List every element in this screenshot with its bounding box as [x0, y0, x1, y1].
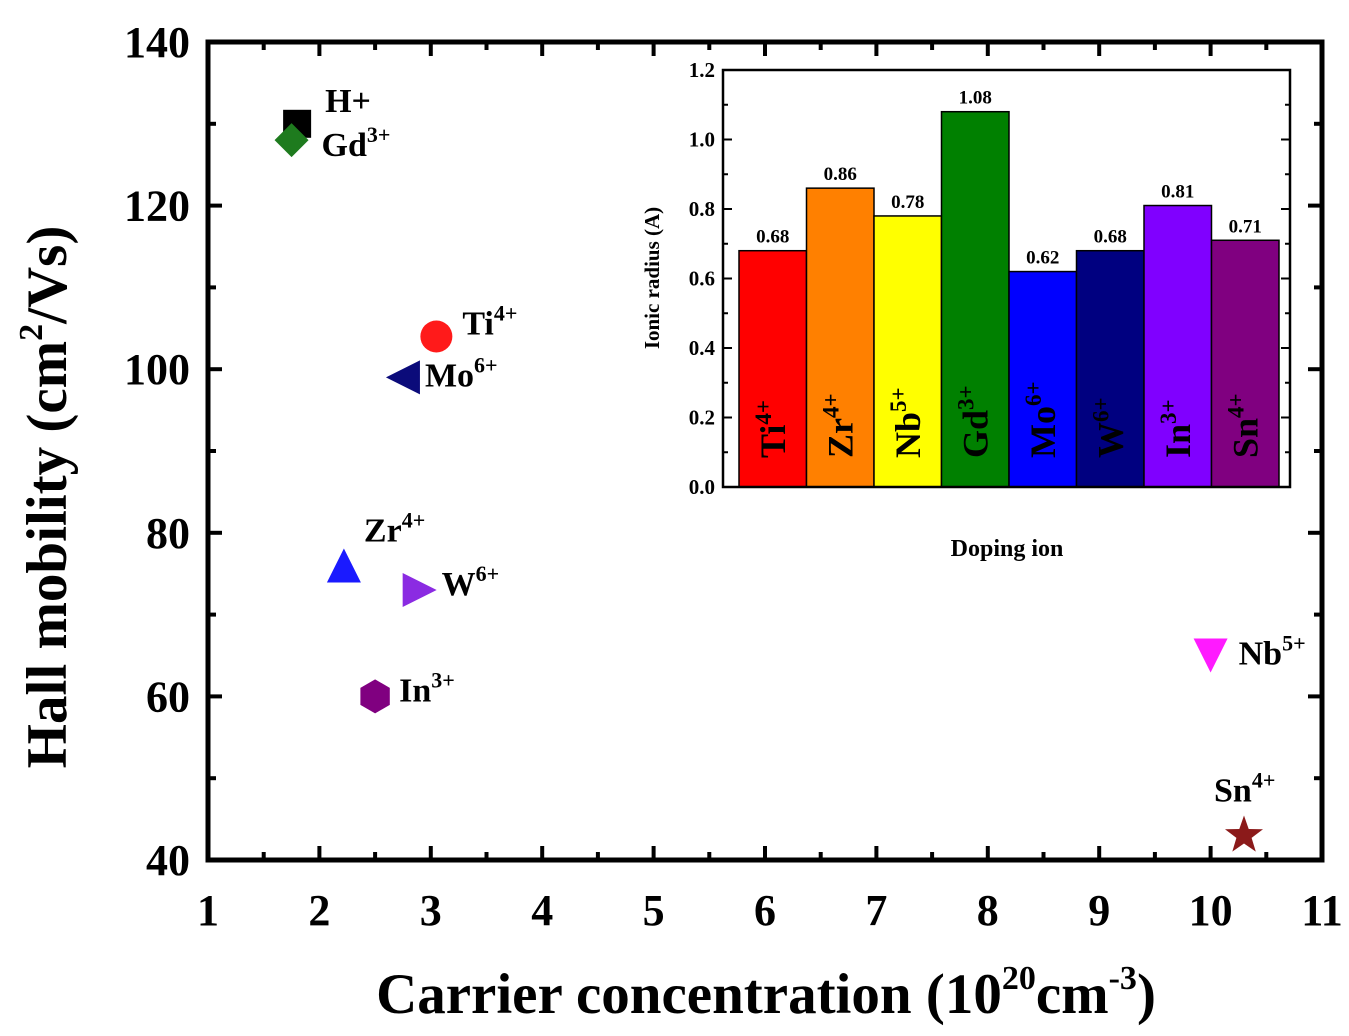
bar-nb [873, 215, 943, 488]
y-tick-label: 100 [124, 345, 190, 394]
main-y-axis-label: Hall mobility (cm2/Vs) [13, 226, 79, 769]
point-label: H+ [325, 83, 371, 120]
point-label: Ti4+ [462, 300, 517, 342]
bar-value-label: 0.78 [891, 192, 924, 213]
data-point-nb [1193, 638, 1228, 673]
inset-y-tick-label: 0.6 [689, 267, 715, 291]
inset-bars [738, 110, 1280, 488]
bar-category-label: Gd3+ [953, 385, 995, 458]
bar-w [1075, 249, 1145, 488]
bar-value-label: 0.68 [756, 227, 789, 248]
bar-in [1143, 204, 1213, 488]
point-label: In3+ [399, 667, 455, 709]
bar-value-label: 1.08 [959, 88, 992, 109]
y-tick-label: 40 [146, 836, 190, 885]
inset-y-tick-labels: 0.0 0.2 0.4 0.6 0.8 1.0 1.2 [689, 58, 716, 499]
x-tick-label: 7 [865, 886, 887, 935]
bar-category-label: Sn4+ [1223, 393, 1265, 458]
bar-sn [1210, 239, 1280, 488]
y-tick-label: 80 [146, 509, 190, 558]
bar-category-label: Mo6+ [1021, 381, 1063, 458]
x-tick-label: 5 [643, 886, 665, 935]
bar-value-label: 0.62 [1026, 248, 1059, 269]
inset-y-tick-label: 0.0 [689, 475, 715, 499]
main-y-tick-labels: 40 60 80 100 120 140 [124, 18, 190, 885]
x-tick-label: 2 [308, 886, 330, 935]
x-tick-label: 8 [977, 886, 999, 935]
inset-y-tick-label: 1.0 [689, 128, 715, 152]
main-point-labels: H+Gd3+Ti4+Mo6+Zr4+W6+In3+Nb5+Sn4+ [322, 83, 1306, 810]
y-tick-label: 60 [146, 672, 190, 721]
inset-y-axis-label: Ionic radius (A) [640, 207, 664, 349]
bar-category-label: Ti4+ [751, 400, 793, 458]
bar-category-label: Zr4+ [818, 393, 860, 458]
point-label: Mo6+ [425, 352, 498, 394]
inset-axis-ticks [723, 69, 1290, 488]
point-label: Sn4+ [1214, 767, 1275, 809]
bar-category-label: Nb5+ [886, 387, 928, 458]
data-point-sn [1225, 815, 1263, 852]
inset-y-tick-label: 0.4 [689, 336, 716, 360]
x-tick-label: 1 [197, 886, 219, 935]
inset-x-axis-label: Doping ion [951, 536, 1064, 562]
inset-y-tick-label: 1.2 [689, 58, 715, 82]
y-tick-label: 140 [124, 18, 190, 67]
main-x-tick-labels: 1 2 3 4 5 6 7 8 9 10 11 [197, 886, 1343, 935]
data-point-gd [274, 123, 309, 158]
inset-y-tick-label: 0.2 [689, 406, 715, 430]
bar-value-label: 0.71 [1229, 216, 1262, 237]
x-tick-label: 11 [1301, 886, 1343, 935]
main-axis-ticks [206, 40, 1324, 862]
point-label: Gd3+ [322, 122, 391, 164]
x-tick-label: 4 [531, 886, 553, 935]
main-data-points [274, 109, 1263, 852]
inset-category-labels: Ti4+ Zr4+ Nb5+ Gd3+ Mo6+ W6+ In3+ Sn4+ [751, 381, 1266, 458]
bar-value-label: 0.81 [1161, 182, 1194, 203]
inset-y-tick-label: 0.8 [689, 197, 715, 221]
bar-value-label: 0.86 [824, 164, 857, 185]
bar-category-label: In3+ [1156, 399, 1198, 458]
bar-category-label: W6+ [1088, 397, 1130, 458]
data-point-zr [326, 548, 361, 583]
bar-mo [1008, 270, 1078, 488]
main-x-axis-label: Carrier concentration (1020cm-3) [376, 960, 1156, 1026]
data-point-w [402, 573, 437, 608]
x-tick-label: 9 [1088, 886, 1110, 935]
x-tick-label: 6 [754, 886, 776, 935]
data-point-mo [385, 360, 420, 395]
data-point-ti [420, 320, 453, 353]
bar-gd [940, 110, 1010, 488]
bar-value-label: 0.68 [1094, 227, 1127, 248]
x-tick-label: 3 [420, 886, 442, 935]
point-label: W6+ [442, 561, 500, 603]
inset-value-labels: 0.68 0.86 0.78 1.08 0.62 0.68 0.81 0.71 [756, 88, 1262, 269]
inset-bar-chart: 0.00.20.40.60.81.01.2 0.680.860.781.080.… [640, 58, 1292, 562]
point-label: Nb5+ [1239, 631, 1306, 673]
data-point-in [360, 679, 390, 714]
point-label: Zr4+ [364, 508, 425, 550]
y-tick-label: 120 [124, 182, 190, 231]
x-tick-label: 10 [1189, 886, 1233, 935]
